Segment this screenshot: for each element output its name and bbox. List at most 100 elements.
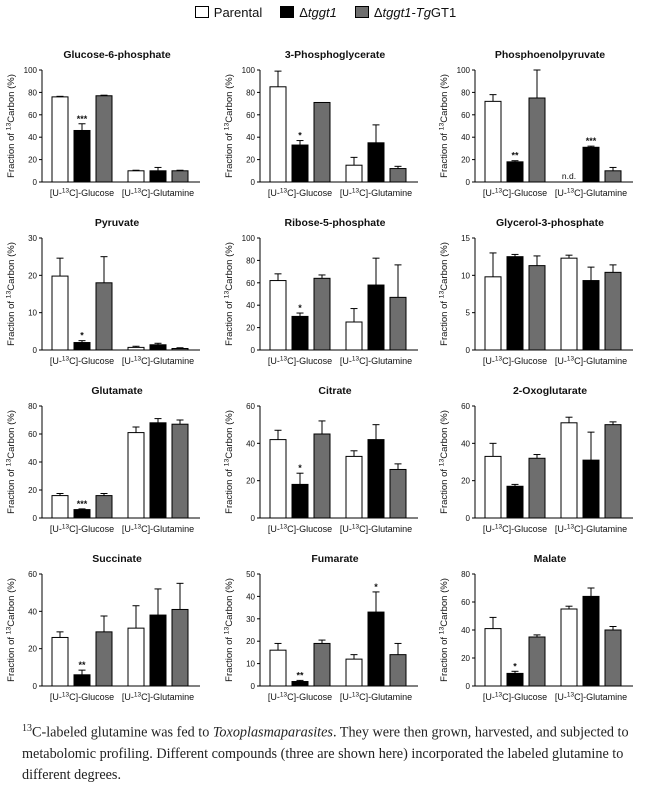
x-category-label: [U-13C]-Glucose [268, 188, 332, 198]
x-category-label: [U-13C]-Glutamine [122, 692, 194, 702]
significance-marker: * [374, 582, 378, 592]
y-axis-label: Fraction of 13Carbon (%) [438, 578, 450, 682]
significance-marker: * [298, 463, 302, 473]
y-tick-label: 100 [242, 234, 256, 243]
y-tick-label: 0 [466, 178, 471, 187]
chart-title: Malate [534, 553, 567, 565]
chart-panel-2: Phosphoenolpyruvate Fraction of 13Carbon … [438, 49, 633, 198]
chart-title: Glutamate [91, 385, 143, 397]
bar-tggt1 [73, 674, 91, 687]
y-tick-label: 10 [246, 660, 255, 669]
bar-tggt1 [367, 611, 385, 687]
bar-complemented [528, 265, 546, 351]
x-category-label: [U-13C]-Glutamine [340, 524, 412, 534]
legend-item-parental: Parental [194, 5, 262, 20]
significance-marker: ** [511, 151, 519, 161]
y-tick-label: 80 [28, 88, 37, 97]
bar-complemented [95, 631, 113, 687]
y-tick-label: 40 [28, 607, 37, 616]
bar-tggt1 [582, 146, 600, 183]
bar-parental [345, 164, 363, 183]
y-tick-label: 40 [461, 626, 470, 635]
bar-complemented [313, 433, 331, 519]
bar-tggt1 [506, 256, 524, 351]
y-tick-label: 40 [246, 439, 255, 448]
bar-tggt1 [73, 342, 91, 351]
y-tick-label: 0 [33, 346, 38, 355]
y-tick-label: 40 [28, 458, 37, 467]
y-tick-label: 20 [28, 271, 37, 280]
y-tick-label: 0 [251, 682, 256, 691]
bar-complemented [389, 168, 407, 183]
bar-tggt1 [73, 129, 91, 183]
bar-complemented [389, 468, 407, 519]
y-tick-label: 20 [246, 637, 255, 646]
legend: Parental Δtggt1 Δtggt1-TgGT1 [0, 0, 651, 24]
y-tick-label: 0 [466, 514, 471, 523]
bar-complemented [604, 629, 622, 687]
bar-tggt1 [73, 509, 91, 519]
y-axis-label: Fraction of 13Carbon (%) [5, 74, 17, 178]
x-category-label: [U-13C]-Glutamine [555, 356, 627, 366]
bar-tggt1 [291, 315, 309, 351]
y-axis-label: Fraction of 13Carbon (%) [5, 578, 17, 682]
bar-complemented [95, 495, 113, 519]
bar-complemented [95, 282, 113, 351]
x-category-label: [U-13C]-Glutamine [122, 524, 194, 534]
y-tick-label: 100 [242, 66, 256, 75]
bar-tggt1 [291, 144, 309, 183]
y-tick-label: 60 [28, 570, 37, 579]
x-category-label: [U-13C]-Glucose [483, 356, 547, 366]
chart-panel-6: Glutamate Fraction of 13Carbon (%) 0 20 40 60… [5, 385, 200, 534]
y-tick-label: 20 [246, 324, 255, 333]
bar-tggt1 [291, 681, 309, 687]
y-axis-label: Fraction of 13Carbon (%) [438, 74, 450, 178]
y-tick-label: 0 [251, 346, 256, 355]
figure-caption: 13C-labeled glutamine was fed to Toxopla… [22, 723, 629, 783]
bar-complemented [313, 642, 331, 687]
chart-panel-11: Malate Fraction of 13Carbon (%) 0 20 40 60 80 [… [438, 553, 633, 702]
y-tick-label: 100 [457, 66, 471, 75]
bar-complemented [171, 348, 189, 351]
y-tick-label: 30 [246, 615, 255, 624]
legend-swatch-parental [194, 6, 209, 18]
y-tick-label: 60 [461, 402, 470, 411]
chart-panel-9: Succinate Fraction of 13Carbon (%) 0 20 40 60… [5, 553, 200, 702]
bar-complemented [313, 101, 331, 183]
bar-parental [127, 432, 145, 519]
legend-item-complemented: Δtggt1-TgGT1 [354, 5, 456, 20]
y-tick-label: 60 [246, 402, 255, 411]
y-tick-label: 80 [461, 88, 470, 97]
significance-marker: * [298, 303, 302, 313]
chart-title: 2-Oxoglutarate [513, 385, 587, 397]
y-tick-label: 0 [466, 346, 471, 355]
x-category-label: [U-13C]-Glucose [268, 524, 332, 534]
y-tick-label: 20 [461, 477, 470, 486]
bar-tggt1 [367, 439, 385, 519]
bar-complemented [171, 170, 189, 183]
significance-marker: *** [77, 114, 88, 124]
y-tick-label: 40 [246, 592, 255, 601]
chart-title: Glycerol-3-phosphate [496, 217, 604, 229]
x-category-label: [U-13C]-Glutamine [340, 188, 412, 198]
x-category-label: [U-13C]-Glutamine [340, 692, 412, 702]
bar-complemented [313, 277, 331, 351]
x-category-label: [U-13C]-Glucose [50, 524, 114, 534]
significance-marker: *** [586, 136, 597, 146]
y-tick-label: 20 [28, 156, 37, 165]
bar-complemented [95, 95, 113, 183]
legend-label-tggt1: Δtggt1 [299, 4, 337, 20]
y-tick-label: 50 [246, 570, 255, 579]
y-tick-label: 0 [466, 682, 471, 691]
y-tick-label: 60 [246, 111, 255, 120]
not-detected-label: n.d. [562, 171, 576, 181]
bar-tggt1 [149, 614, 167, 687]
y-axis-label: Fraction of 13Carbon (%) [5, 242, 17, 346]
y-axis-label: Fraction of 13Carbon (%) [438, 410, 450, 514]
y-tick-label: 40 [461, 133, 470, 142]
bar-complemented [528, 97, 546, 183]
y-axis-label: Fraction of 13Carbon (%) [5, 410, 17, 514]
bar-complemented [528, 636, 546, 687]
y-tick-label: 20 [246, 156, 255, 165]
y-tick-label: 30 [28, 234, 37, 243]
